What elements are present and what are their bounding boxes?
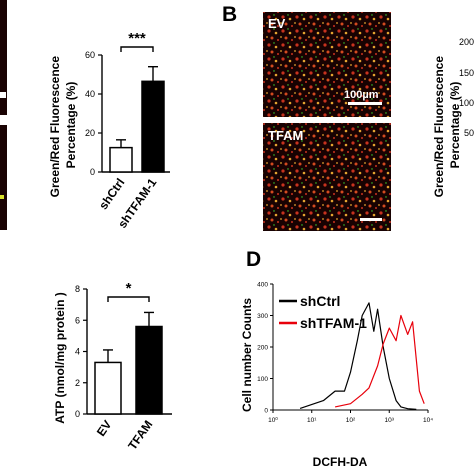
chart-b-y-tick-label: 200: [459, 37, 474, 47]
chart-c-ylabel: ATP (nmol/mg protein ): [53, 292, 67, 424]
chart-b-y-tick-label: 100: [459, 98, 474, 108]
panel-a-scalebar-piece: [0, 92, 6, 98]
chart-d-y-tick-label: 100: [257, 376, 268, 383]
chart-d: Cell number Counts DCFH-DA 0 100 200 300 400…: [240, 282, 433, 470]
chart-a-y-tick-label: 40: [85, 89, 95, 99]
chart-a-ylabel-line1: Green/Red Fluorescence: [48, 56, 62, 198]
chart-b-y-tick-label: 50: [464, 128, 474, 138]
chart-c-category-label: EV: [94, 418, 115, 439]
micrograph-ev-label: EV: [268, 16, 286, 31]
chart-d-series-shctrl-line: [299, 302, 417, 410]
chart-d-x-tick-label: 10³: [385, 417, 395, 424]
chart-c-y-tick-label: 6: [75, 315, 80, 325]
chart-d-x-tick-label: 10¹: [307, 417, 317, 424]
chart-d-x-tick-label: 10⁰: [268, 416, 278, 424]
chart-a-ylabel: Green/Red Fluorescence Percentage (%): [48, 53, 78, 198]
panel-a-image-bottom: [0, 125, 7, 230]
chart-d-xlabel: DCFH-DA: [313, 455, 368, 469]
chart-d-ylabel: Cell number Counts: [240, 298, 254, 412]
chart-a-significance-bracket: [120, 46, 154, 52]
chart-c-bar: [135, 325, 163, 415]
chart-a-y-tick-label: 60: [85, 50, 95, 60]
chart-d-y-tick-label: 400: [257, 282, 268, 289]
micrograph-ev: [263, 12, 391, 117]
panel-a-image-strip: [0, 0, 7, 230]
scale-bar: [348, 102, 382, 105]
chart-a-category-label: shCtrl: [96, 176, 127, 212]
chart-c-significance-bracket: [107, 296, 150, 302]
chart-a-y-tick-label: 0: [90, 167, 95, 177]
chart-d-y-tick-label: 200: [257, 345, 268, 352]
chart-d-y-tick-label: 0: [264, 408, 268, 415]
chart-a-bar: [109, 146, 133, 173]
panel-a-image-top: [0, 0, 7, 115]
chart-c-y-tick-label: 0: [75, 409, 80, 419]
chart-c-category-label: TFAM: [125, 418, 155, 453]
chart-c-bar: [94, 361, 122, 415]
chart-a-significance-stars: ***: [128, 30, 146, 47]
panel-b-letter: B: [222, 3, 237, 26]
chart-a: Green/Red Fluorescence Percentage (%) 0 2…: [48, 30, 170, 231]
chart-a-ylabel-line2: Percentage (%): [64, 82, 78, 169]
chart-d-legend-label: shCtrl: [300, 293, 340, 309]
chart-d-y-tick-label: 300: [257, 313, 268, 320]
chart-b-ylabel-line2: Percentage (%): [448, 82, 462, 169]
chart-b: Green/Red Fluorescence Percentage (%) 20…: [432, 37, 474, 197]
scale-bar-2: [360, 218, 382, 221]
chart-d-series-shtfam-line: [334, 314, 425, 408]
micrograph-tfam: [263, 123, 391, 231]
chart-c-significance-stars: *: [126, 280, 132, 297]
chart-d-x-tick-label: 10⁴: [423, 417, 433, 424]
chart-c-y-tick-label: 8: [75, 284, 80, 294]
chart-b-ylabel-line1: Green/Red Fluorescence: [432, 56, 446, 198]
chart-b-ylabel: Green/Red Fluorescence Percentage (%): [432, 53, 462, 198]
chart-c-y-tick-label: 4: [75, 347, 80, 357]
panel-a-dot: [0, 195, 4, 199]
chart-b-y-tick-label: 150: [459, 68, 474, 78]
chart-a-y-tick-label: 20: [85, 128, 95, 138]
scale-bar-label: 100µm: [344, 89, 379, 101]
chart-a-bar: [141, 80, 165, 173]
chart-c: ATP (nmol/mg protein ) 0 2 4 6 8 EV TFAM *: [53, 280, 172, 452]
panel-b-images: EV 100µm TFAM: [263, 12, 391, 231]
chart-d-legend-label: shTFAM-1: [300, 315, 367, 331]
chart-c-y-tick-label: 2: [75, 378, 80, 388]
chart-d-x-tick-label: 10²: [346, 417, 356, 424]
panel-d-letter: D: [246, 248, 261, 271]
micrograph-tfam-label: TFAM: [268, 128, 303, 143]
